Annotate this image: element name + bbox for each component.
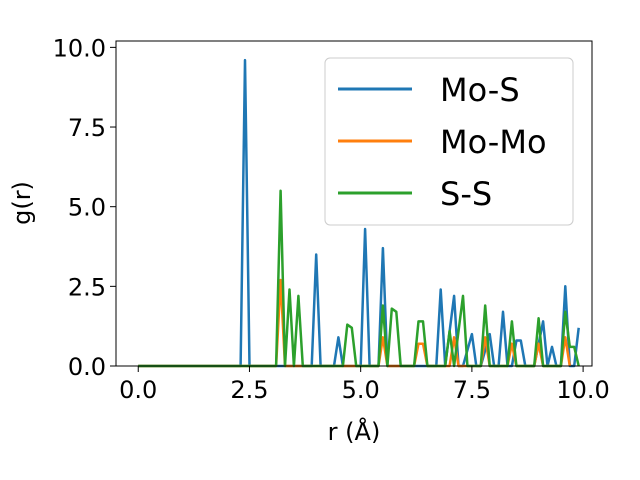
y-tick-label: 5.0 <box>68 194 106 222</box>
legend: Mo-S Mo-Mo S-S <box>324 57 574 226</box>
y-tick-label: 7.5 <box>68 114 106 142</box>
y-tick-label: 10.0 <box>53 34 106 62</box>
x-tick-label: 0.0 <box>119 376 157 404</box>
x-tick-label: 2.5 <box>230 376 268 404</box>
x-tick-label: 5.0 <box>342 376 380 404</box>
axes-frame <box>115 40 593 367</box>
x-axis-title: r (Å) <box>328 417 381 446</box>
legend-box <box>324 57 574 226</box>
y-tick-label: 2.5 <box>68 273 106 301</box>
x-tick-label: 7.5 <box>453 376 491 404</box>
legend-label-s-s: S-S <box>440 175 492 213</box>
legend-label-mo-s: Mo-S <box>440 71 520 109</box>
y-axis-title: g(r) <box>8 181 36 225</box>
y-tick-label: 0.0 <box>68 353 106 381</box>
legend-label-mo-mo: Mo-Mo <box>440 123 547 161</box>
ticks: 0.0 2.5 5.0 7.5 10.0 0.0 2.5 5.0 7.5 10.0 <box>53 34 610 404</box>
series-line-s-s <box>138 189 580 368</box>
x-tick-label: 10.0 <box>556 376 609 404</box>
